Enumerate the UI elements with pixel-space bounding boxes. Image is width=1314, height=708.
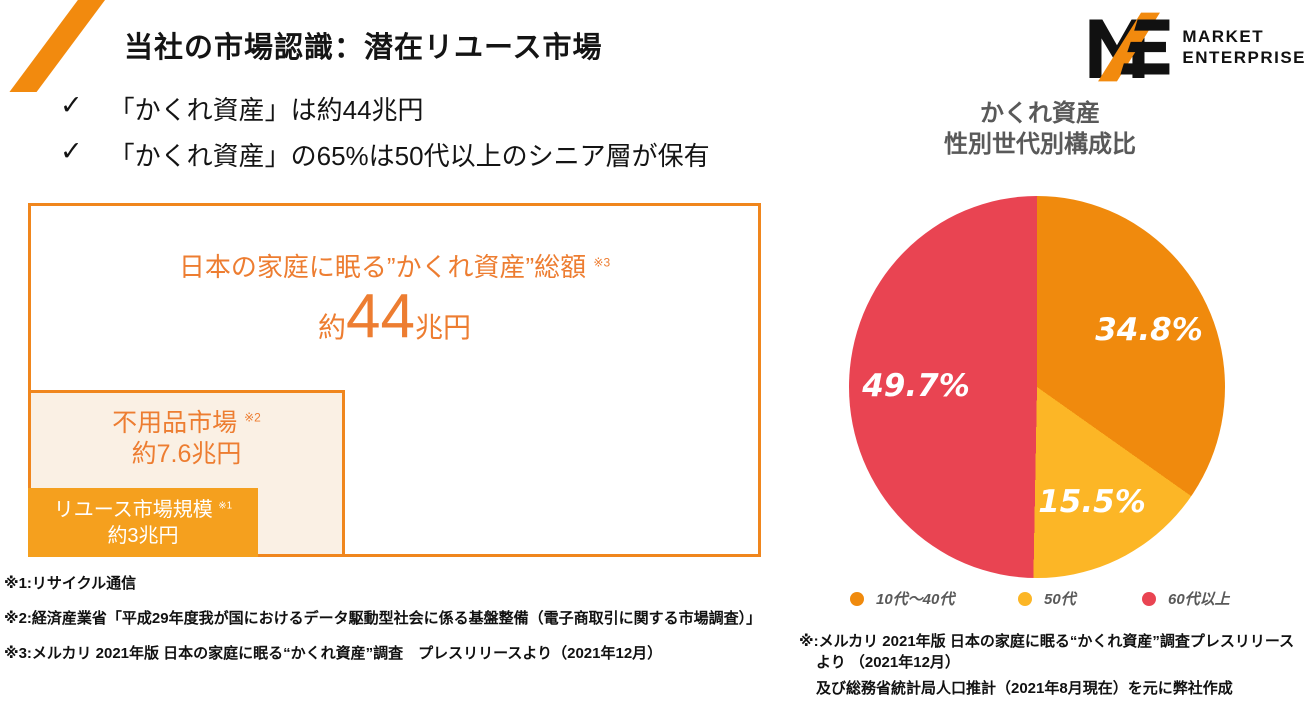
legend-item-10s-40s: 10代～40代 <box>850 588 954 609</box>
note-ref-1: ※1 <box>218 499 233 511</box>
value-prefix: 約 <box>318 312 347 343</box>
pie-slice-label-50s: 15.5% <box>1038 484 1146 520</box>
pie-slice-label-10s-40s: 34.8% <box>1095 312 1203 348</box>
unused-goods-label-text: 不用品市場 <box>112 409 238 437</box>
footnote-2: ※2:経済産業省「平成29年度我が国におけるデータ駆動型社会に係る基盤整備（電子… <box>4 610 762 627</box>
page-title: 当社の市場認識：潜在リユース市場 <box>124 32 603 64</box>
legend-item-50s: 50代 <box>1018 588 1076 609</box>
pie-slice-label-60s-up: 49.7% <box>862 368 970 404</box>
legend-dot-icon <box>1018 591 1032 606</box>
check-icon: ✓ <box>60 136 83 166</box>
hidden-assets-total-value: 約44兆円 <box>28 286 761 348</box>
legend-label: 10代～40代 <box>876 591 955 608</box>
reuse-market-label: リユース市場規模 ※1 <box>54 497 233 523</box>
note-ref-2: ※2 <box>244 410 261 425</box>
chart-title: かくれ資産 性別世代別構成比 <box>870 98 1210 160</box>
footnote-chart-source-line3: 及び総務省統計局人口推計（2021年8月現在）を元に弊社作成 <box>816 680 1233 697</box>
legend-label: 50代 <box>1044 591 1076 608</box>
unused-goods-market-text: 不用品市場 ※2 約7.6兆円 <box>28 408 345 469</box>
value-suffix: 兆円 <box>414 312 471 343</box>
check-icon: ✓ <box>60 90 83 120</box>
chart-title-line1: かくれ資産 <box>980 100 1100 127</box>
reuse-market-value: 約3兆円 <box>107 524 179 547</box>
logo-wordmark: MARKET ENTERPRISE <box>1182 26 1306 69</box>
chart-title-line2: 性別世代別構成比 <box>944 131 1136 159</box>
reuse-market-box: リユース市場規模 ※1 約3兆円 <box>28 488 258 557</box>
legend-item-60s-up: 60代以上 <box>1142 588 1230 609</box>
reuse-market-label-text: リユース市場規模 <box>53 498 213 521</box>
bullet-text: 「かくれ資産」は約44兆円 <box>108 95 424 125</box>
footnote-chart-source: ※:メルカリ 2021年版 日本の家庭に眠る“かくれ資産”調査プレスリリース よ… <box>799 631 1311 699</box>
footnote-1: ※1:リサイクル通信 <box>4 575 137 592</box>
unused-goods-market-value: 約7.6兆円 <box>131 439 242 468</box>
hidden-assets-total-label-text: 日本の家庭に眠る”かくれ資産”総額 <box>178 252 587 282</box>
hidden-assets-total-label: 日本の家庭に眠る”かくれ資産”総額 ※3 <box>28 247 761 284</box>
legend-label: 60代以上 <box>1168 591 1230 608</box>
value-number: 44 <box>346 282 415 351</box>
legend-dot-icon <box>850 591 864 606</box>
bullet-text: 「かくれ資産」の65%は50代以上のシニア層が保有 <box>108 141 710 171</box>
me-logo-icon <box>1089 12 1170 82</box>
footnote-3: ※3:メルカリ 2021年版 日本の家庭に眠る“かくれ資産”調査 プレスリリース… <box>4 645 663 662</box>
footnote-chart-source-line2: より （2021年12月） <box>816 654 960 671</box>
legend-dot-icon <box>1142 591 1156 606</box>
footnotes-left: ※1:リサイクル通信 ※2:経済産業省「平成29年度我が国におけるデータ駆動型社… <box>4 572 761 677</box>
footnote-chart-source-line1: ※:メルカリ 2021年版 日本の家庭に眠る“かくれ資産”調査プレスリリース <box>799 633 1295 650</box>
title-accent-stripe <box>9 0 106 92</box>
pie: 34.8% 15.5% 49.7% <box>849 196 1225 578</box>
bullet-item: ✓ 「かくれ資産」は約44兆円 <box>60 90 424 127</box>
logo-line2: ENTERPRISE <box>1182 48 1306 67</box>
unused-goods-market-label: 不用品市場 ※2 <box>28 408 345 439</box>
company-logo: MARKET ENTERPRISE <box>1086 12 1306 82</box>
hidden-assets-total-text: 日本の家庭に眠る”かくれ資産”総額 ※3 約44兆円 <box>28 247 761 348</box>
hidden-assets-total-box <box>28 203 761 557</box>
logo-line1: MARKET <box>1182 26 1265 46</box>
bullet-item: ✓ 「かくれ資産」の65%は50代以上のシニア層が保有 <box>60 136 710 173</box>
note-ref-3: ※3 <box>593 255 611 270</box>
